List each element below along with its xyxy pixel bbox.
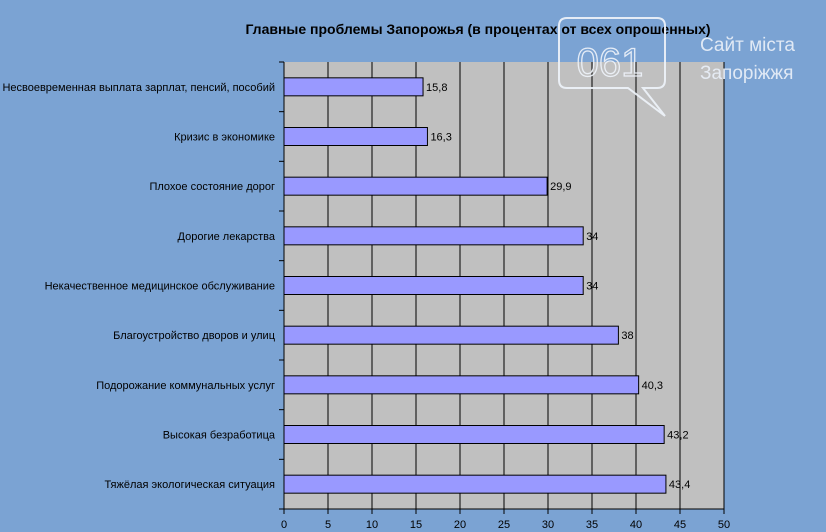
data-label: 15,8: [426, 82, 447, 94]
category-label: Некачественное медицинское обслуживание: [45, 281, 275, 293]
bar: [283, 127, 428, 146]
site-watermark: 061 Сайт міста Запоріжжя: [558, 17, 795, 117]
x-tick-label: 25: [498, 519, 510, 531]
category-label: Подорожание коммунальных услуг: [96, 380, 275, 392]
category-label: Благоустройство дворов и улиц: [113, 330, 276, 342]
category-label: Дорогие лекарства: [178, 231, 276, 243]
data-label: 38: [621, 330, 633, 342]
chart-title: Главные проблемы Запорожья (в процентах …: [245, 21, 710, 37]
data-label: 43,2: [667, 430, 688, 442]
bar: [283, 176, 548, 196]
data-label: 40,3: [642, 380, 663, 392]
bar: [283, 77, 424, 97]
bar: [283, 425, 665, 444]
x-tick-label: 35: [586, 519, 598, 531]
category-label: Высокая безработица: [163, 430, 276, 442]
watermark-line2: Запоріжжя: [700, 63, 793, 84]
x-tick-label: 45: [674, 519, 686, 531]
x-tick-label: 5: [325, 519, 331, 531]
x-tick-label: 50: [718, 519, 730, 531]
bar: [283, 226, 584, 246]
data-label: 16,3: [430, 132, 451, 144]
category-labels: Несвоевременная выплата зарплат, пенсий,…: [2, 82, 275, 491]
bar: [283, 375, 640, 395]
x-tick-label: 10: [366, 519, 378, 531]
bar: [283, 325, 619, 345]
speech-bubble-icon: [558, 17, 666, 117]
data-label: 43,4: [669, 479, 690, 491]
data-label: 29,9: [550, 181, 571, 193]
x-tick-labels: 0 5 10 15 20 25 30 35 40 45 50: [281, 519, 730, 531]
bar: [283, 474, 667, 494]
category-label: Кризис в экономике: [174, 132, 275, 144]
watermark-line1: Сайт міста: [700, 35, 795, 56]
x-tick-label: 15: [410, 519, 422, 531]
category-label: Несвоевременная выплата зарплат, пенсий,…: [2, 82, 275, 94]
data-label: 34: [586, 231, 598, 243]
bar: [283, 276, 584, 295]
category-label: Тяжёлая экологическая ситуация: [104, 479, 275, 491]
x-tick-label: 30: [542, 519, 554, 531]
x-tick-label: 0: [281, 519, 287, 531]
data-label: 34: [586, 281, 598, 293]
x-tick-label: 20: [454, 519, 466, 531]
bars: [283, 77, 667, 494]
data-labels: 15,8 16,3 29,9 34 34 38 40,3 43,2 43,4: [426, 82, 690, 491]
x-tick-label: 40: [630, 519, 642, 531]
watermark-digits: 061: [577, 41, 644, 85]
category-label: Плохое состояние дорог: [149, 181, 275, 193]
